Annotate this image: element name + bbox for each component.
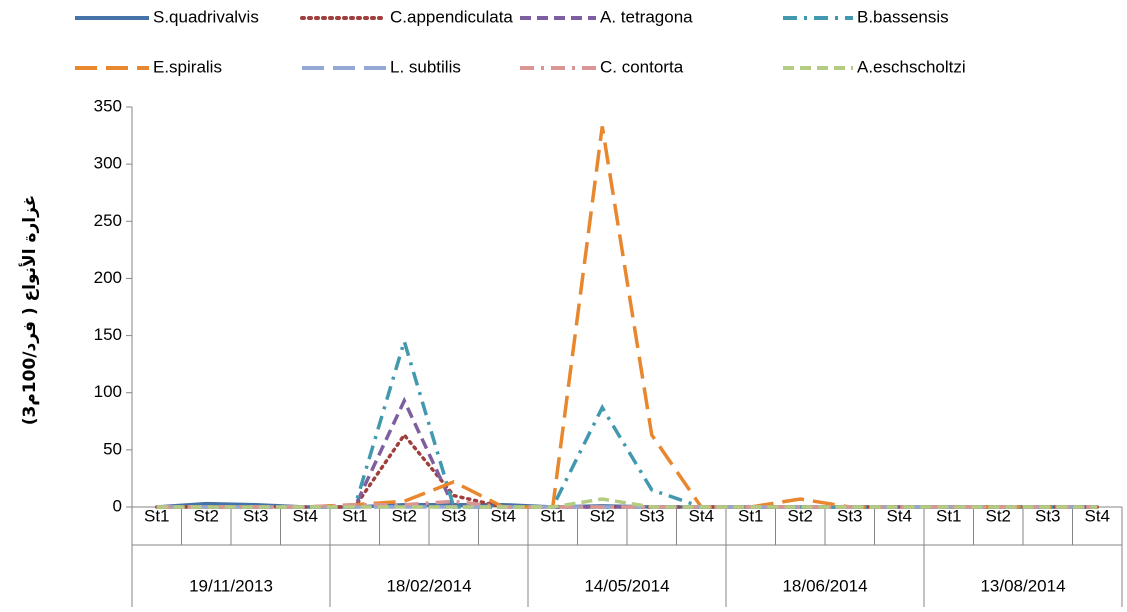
x-tick-label: St4 xyxy=(490,506,516,525)
x-tick-label: St3 xyxy=(1035,506,1061,525)
category-group-label: 18/02/2014 xyxy=(386,576,471,595)
category-group-label: 14/05/2014 xyxy=(584,576,669,595)
x-tick-label: St2 xyxy=(193,506,219,525)
x-tick-label: St2 xyxy=(787,506,813,525)
y-tick-label: 200 xyxy=(94,268,122,287)
legend-label: C.appendiculata xyxy=(390,7,513,26)
x-tick-label: St2 xyxy=(391,506,417,525)
x-tick-label: St1 xyxy=(342,506,368,525)
x-tick-label: St4 xyxy=(292,506,318,525)
x-tick-label: St4 xyxy=(1084,506,1110,525)
legend-label: C. contorta xyxy=(600,57,684,76)
x-tick-label: St2 xyxy=(985,506,1011,525)
y-tick-label: 0 xyxy=(113,496,122,515)
x-tick-label: St1 xyxy=(936,506,962,525)
y-tick-label: 50 xyxy=(103,439,122,458)
legend-label: L. subtilis xyxy=(390,57,461,76)
y-tick-label: 300 xyxy=(94,154,122,173)
legend-label: A. tetragona xyxy=(600,7,693,26)
y-axis-label: غزارة الأنواع ( فرد/100م3) xyxy=(19,195,40,426)
x-tick-label: St3 xyxy=(243,506,269,525)
y-tick-label: 350 xyxy=(94,96,122,115)
y-tick-label: 250 xyxy=(94,211,122,230)
x-tick-label: St1 xyxy=(540,506,566,525)
legend-label: E.spiralis xyxy=(153,57,222,76)
x-tick-label: St1 xyxy=(738,506,764,525)
data-line xyxy=(156,497,1098,509)
y-tick-label: 150 xyxy=(94,325,122,344)
data-line xyxy=(156,335,1098,509)
y-tick-label: 100 xyxy=(94,382,122,401)
category-group-label: 18/06/2014 xyxy=(782,576,867,595)
legend-label: B.bassensis xyxy=(857,7,949,26)
legend-label: S.quadrivalvis xyxy=(153,7,259,26)
category-group-label: 13/08/2014 xyxy=(980,576,1065,595)
x-tick-label: St2 xyxy=(589,506,615,525)
data-line xyxy=(156,396,1098,509)
category-group-label: 19/11/2013 xyxy=(189,576,273,595)
legend-label: A.eschscholtzi xyxy=(857,57,966,76)
x-tick-label: St3 xyxy=(837,506,863,525)
data-line xyxy=(156,126,1098,509)
data-line xyxy=(155,432,1099,509)
x-tick-label: St3 xyxy=(639,506,665,525)
x-tick-label: St1 xyxy=(144,506,170,525)
x-tick-label: St4 xyxy=(886,506,912,525)
x-tick-label: St4 xyxy=(688,506,714,525)
x-tick-label: St3 xyxy=(441,506,467,525)
